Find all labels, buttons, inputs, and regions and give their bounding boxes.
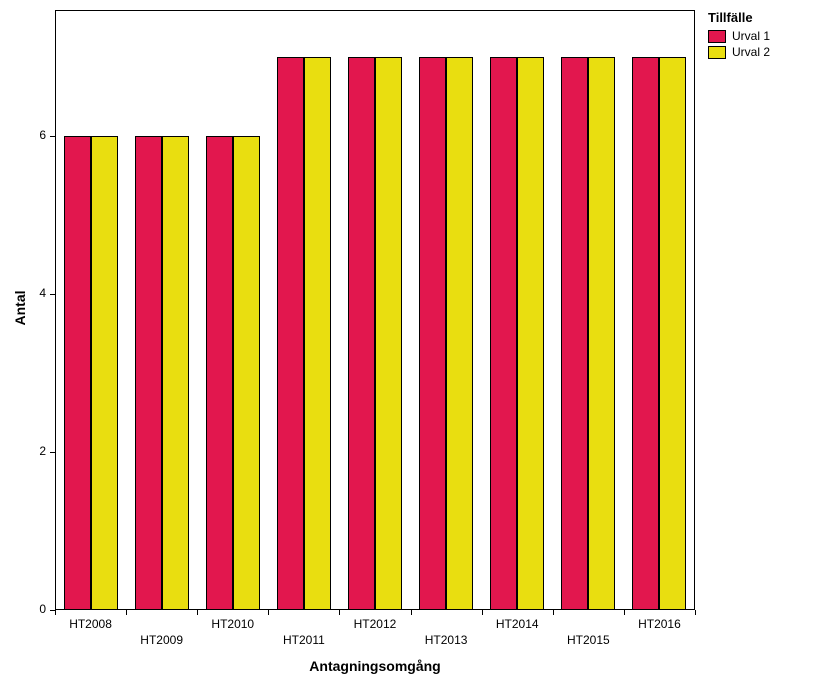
x-axis-label: Antagningsomgång <box>55 658 695 674</box>
bar <box>490 57 517 610</box>
x-tick-label: HT2012 <box>335 617 415 631</box>
y-tick-label: 0 <box>0 602 46 616</box>
y-tick-mark <box>50 294 55 295</box>
x-tick-label: HT2015 <box>548 633 628 647</box>
y-tick-label: 6 <box>0 128 46 142</box>
x-tick-mark <box>553 610 554 615</box>
x-tick-label: HT2016 <box>619 617 699 631</box>
bar <box>561 57 588 610</box>
x-tick-label: HT2013 <box>406 633 486 647</box>
x-tick-mark <box>339 610 340 615</box>
legend-label: Urval 1 <box>732 29 770 43</box>
x-tick-mark <box>197 610 198 615</box>
x-tick-label: HT2008 <box>51 617 131 631</box>
legend-item: Urval 1 <box>708 29 770 43</box>
bar <box>375 57 402 610</box>
bar <box>517 57 544 610</box>
x-tick-mark <box>695 610 696 615</box>
legend-items: Urval 1 Urval 2 <box>708 29 770 59</box>
bar <box>446 57 473 610</box>
bar <box>304 57 331 610</box>
y-tick-label: 2 <box>0 444 46 458</box>
bar <box>277 57 304 610</box>
bar <box>162 136 189 610</box>
x-tick-mark <box>411 610 412 615</box>
x-tick-label: HT2014 <box>477 617 557 631</box>
x-tick-label: HT2009 <box>122 633 202 647</box>
x-tick-mark <box>55 610 56 615</box>
legend-label: Urval 2 <box>732 45 770 59</box>
legend-swatch <box>708 46 726 59</box>
legend-item: Urval 2 <box>708 45 770 59</box>
y-tick-label: 4 <box>0 286 46 300</box>
bar <box>419 57 446 610</box>
bar <box>233 136 260 610</box>
bar <box>135 136 162 610</box>
bar <box>64 136 91 610</box>
bar <box>659 57 686 610</box>
y-tick-mark <box>50 452 55 453</box>
chart-container: Antal Antagningsomgång 0246 HT2008HT2009… <box>0 0 828 687</box>
x-tick-label: HT2011 <box>264 633 344 647</box>
x-tick-mark <box>482 610 483 615</box>
legend-title: Tillfälle <box>708 10 770 25</box>
legend: Tillfälle Urval 1 Urval 2 <box>708 10 770 61</box>
legend-swatch <box>708 30 726 43</box>
bar <box>588 57 615 610</box>
x-tick-mark <box>126 610 127 615</box>
x-tick-label: HT2010 <box>193 617 273 631</box>
x-tick-mark <box>268 610 269 615</box>
bar <box>632 57 659 610</box>
bar <box>91 136 118 610</box>
bar <box>348 57 375 610</box>
y-tick-mark <box>50 136 55 137</box>
x-tick-mark <box>624 610 625 615</box>
bar <box>206 136 233 610</box>
